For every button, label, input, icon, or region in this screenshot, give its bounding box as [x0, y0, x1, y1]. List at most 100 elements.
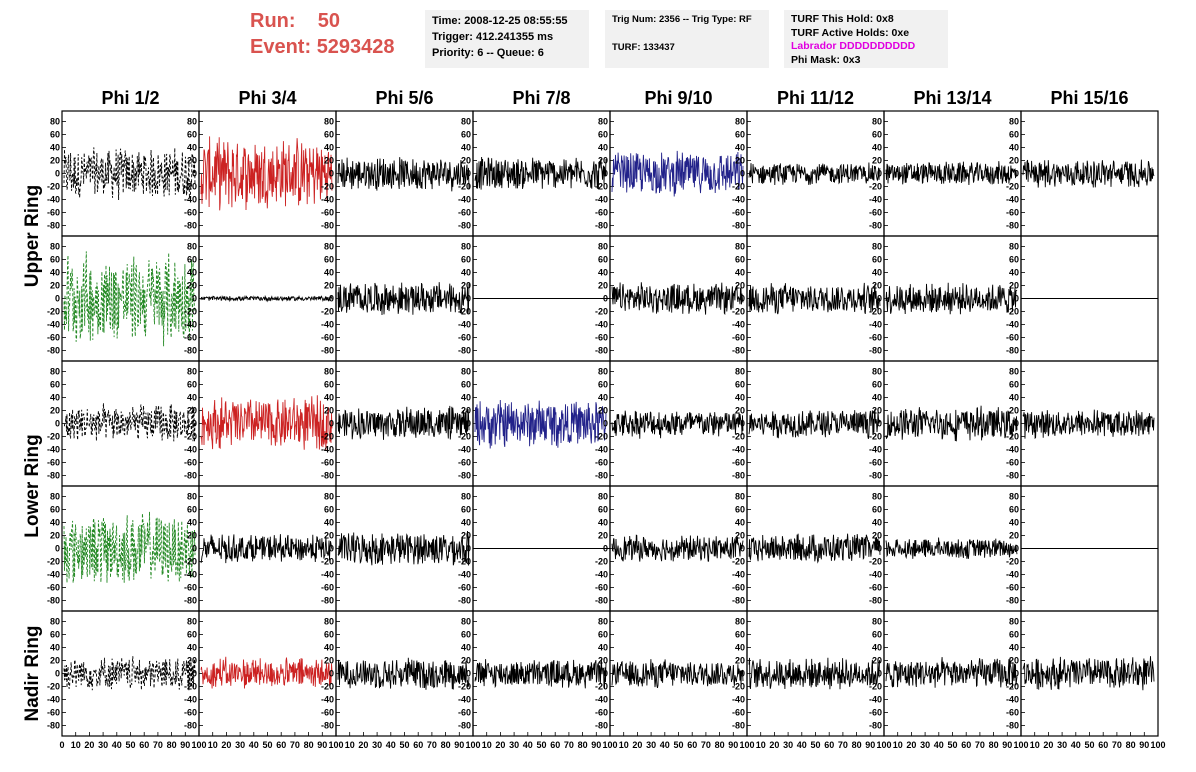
y-tick-label: 80: [50, 242, 60, 252]
y-tick-label: -80: [595, 471, 608, 481]
y-tick-label: 80: [598, 242, 608, 252]
x-tick-label: 80: [989, 740, 999, 750]
y-tick-label: -40: [184, 320, 197, 330]
y-tick-label: -60: [458, 458, 471, 468]
y-tick-label: -60: [732, 583, 745, 593]
y-tick-label: -40: [595, 195, 608, 205]
y-tick-label: 20: [735, 281, 745, 291]
y-tick-label: 80: [872, 242, 882, 252]
y-tick-label: -40: [595, 570, 608, 580]
y-tick-label: 80: [461, 242, 471, 252]
y-tick-label: -60: [184, 333, 197, 343]
x-tick-label: 70: [838, 740, 848, 750]
x-tick-label: 100: [191, 740, 206, 750]
y-tick-label: -80: [732, 221, 745, 231]
ring-label: Lower Ring: [22, 434, 43, 537]
y-tick-label: 40: [461, 643, 471, 653]
y-tick-label: 0: [329, 294, 334, 304]
waveform-panel: -80 -60 -40 -20 0 20 40 60 80: [869, 360, 1022, 487]
y-tick-label: -60: [1006, 333, 1019, 343]
y-tick-label: -20: [458, 432, 471, 442]
y-tick-label: -60: [869, 333, 882, 343]
y-tick-label: 40: [735, 643, 745, 653]
y-tick-label: -20: [595, 182, 608, 192]
y-tick-label: -80: [47, 721, 60, 731]
y-tick-label: 60: [324, 255, 334, 265]
y-tick-label: 0: [740, 419, 745, 429]
y-tick-label: 60: [187, 380, 197, 390]
x-tick-label: 10: [71, 740, 81, 750]
y-tick-label: -40: [869, 320, 882, 330]
trace-line: [63, 511, 196, 583]
y-tick-label: -20: [458, 682, 471, 692]
waveform-panel: -80 -60 -40 -20 0 20 40 60 80: [47, 235, 200, 362]
waveform-panel: -80 -60 -40 -20 0 20 40 60 80: [321, 485, 474, 612]
y-tick-label: -20: [869, 682, 882, 692]
y-tick-label: 20: [1009, 156, 1019, 166]
y-tick-label: 80: [461, 492, 471, 502]
y-tick-label: 80: [735, 617, 745, 627]
y-tick-label: -40: [1006, 570, 1019, 580]
y-tick-label: 40: [598, 268, 608, 278]
y-tick-label: -40: [1006, 195, 1019, 205]
event-value: 5293428: [316, 36, 395, 58]
y-tick-label: 60: [461, 380, 471, 390]
ring-label: Nadir Ring: [22, 625, 43, 721]
y-tick-label: -60: [1006, 208, 1019, 218]
y-tick-label: -40: [321, 570, 334, 580]
x-tick-label: 10: [893, 740, 903, 750]
y-tick-label: 20: [872, 156, 882, 166]
y-tick-label: 80: [598, 367, 608, 377]
trace-line: [748, 162, 881, 186]
y-tick-label: -20: [869, 432, 882, 442]
y-tick-label: 80: [50, 617, 60, 627]
y-tick-label: 40: [598, 643, 608, 653]
x-tick-label: 20: [1043, 740, 1053, 750]
x-tick-label: 80: [852, 740, 862, 750]
y-tick-label: 60: [324, 130, 334, 140]
run-value: 50: [317, 10, 341, 32]
y-tick-label: 60: [1009, 255, 1019, 265]
waveform-panel: -80 -60 -40 -20 0 20 40 60 80: [595, 360, 748, 487]
trace-line: [200, 534, 333, 564]
y-tick-label: -80: [1006, 221, 1019, 231]
column-header: Phi 1/2: [101, 88, 159, 108]
y-tick-label: -60: [321, 458, 334, 468]
y-tick-label: 80: [735, 492, 745, 502]
y-tick-label: 60: [1009, 130, 1019, 140]
x-tick-label: 100: [1013, 740, 1028, 750]
trace-line: [611, 534, 744, 562]
y-tick-label: 40: [50, 393, 60, 403]
y-tick-label: -80: [595, 221, 608, 231]
run-line: Run: 50: [250, 8, 420, 34]
waveform-panel: -80 -60 -40 -20 0 20 40 60 80: [321, 360, 474, 487]
y-tick-label: -20: [595, 682, 608, 692]
y-tick-label: 80: [50, 367, 60, 377]
y-tick-label: -80: [321, 221, 334, 231]
turf-info-box: TURF This Hold: 0x8 TURF Active Holds: 0…: [784, 10, 948, 68]
y-tick-label: -60: [321, 333, 334, 343]
x-tick-label: 20: [906, 740, 916, 750]
x-tick-label: 50: [125, 740, 135, 750]
waveform-panel: -80 -60 -40 -20 0 20 40 60 80: [595, 235, 748, 362]
y-tick-label: -20: [184, 307, 197, 317]
y-tick-label: -60: [869, 708, 882, 718]
trace-line: [748, 282, 881, 315]
y-tick-label: -60: [458, 333, 471, 343]
y-tick-label: 40: [187, 518, 197, 528]
y-tick-label: 0: [192, 544, 197, 554]
trace-line: [474, 658, 607, 690]
y-tick-label: -40: [732, 320, 745, 330]
y-tick-label: -40: [47, 320, 60, 330]
y-tick-label: 60: [461, 505, 471, 515]
x-tick-label: 90: [865, 740, 875, 750]
y-tick-label: -40: [47, 570, 60, 580]
y-tick-label: -80: [184, 721, 197, 731]
x-tick-label: 20: [769, 740, 779, 750]
y-tick-label: 40: [461, 143, 471, 153]
y-tick-label: -40: [732, 195, 745, 205]
y-tick-label: 40: [872, 143, 882, 153]
x-tick-label: 90: [591, 740, 601, 750]
y-tick-label: 40: [50, 143, 60, 153]
